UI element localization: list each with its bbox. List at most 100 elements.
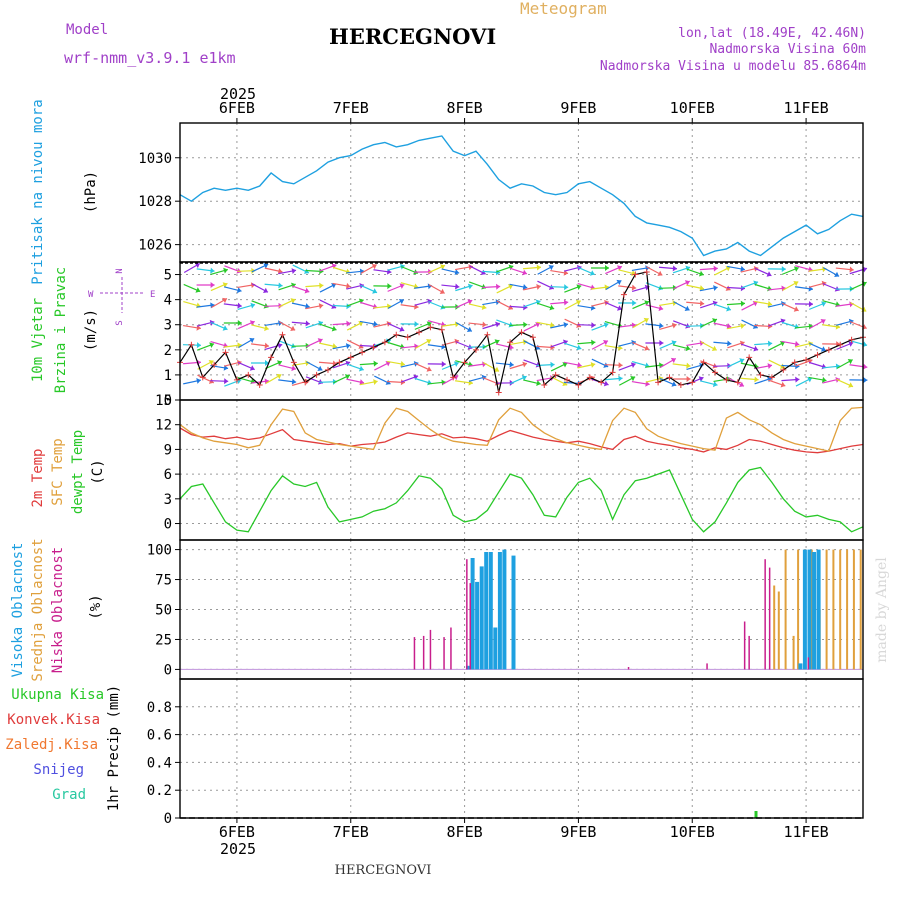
wind-arrow-head — [753, 280, 759, 287]
wind-arrow — [550, 299, 569, 306]
cloud-high-label: Visoka Oblacnost — [10, 543, 26, 678]
wind-speed-marker — [837, 341, 844, 348]
wind-arrow-head — [549, 304, 555, 311]
wind-arrow-head — [713, 265, 718, 272]
wind-arrow — [346, 298, 364, 307]
wind-arrow-head — [795, 376, 800, 383]
wind-arrow — [849, 377, 868, 384]
wind-arrow-head — [345, 343, 351, 349]
wind-arrow-head — [224, 378, 229, 385]
wind-arrow — [741, 319, 758, 329]
wind-speed-marker — [575, 381, 582, 388]
wind-arrow-head — [766, 271, 772, 277]
wind-speed-marker — [188, 341, 195, 348]
cloud-low-bar — [450, 627, 452, 670]
wind-arrow-head — [616, 279, 622, 286]
wind-arrow — [536, 321, 555, 328]
wind-arrow — [482, 283, 501, 290]
wind-arrow — [264, 342, 283, 351]
wind-arrow — [618, 362, 636, 371]
wind-arrow — [713, 303, 732, 312]
wind-arrow — [455, 264, 473, 271]
wind-arrow — [509, 339, 528, 346]
wind-arrow-head — [303, 268, 309, 274]
wind-arrow-head — [780, 318, 786, 325]
wind-arrow-head — [685, 265, 691, 272]
wind-arrow — [591, 265, 609, 271]
wind-arrow-head — [265, 360, 269, 366]
wind-arrow — [754, 340, 773, 347]
wind-arrow — [360, 284, 378, 294]
precip-legend-3: Snijeg — [33, 762, 84, 778]
wind-arrow — [455, 299, 473, 309]
wind-arrow — [305, 282, 324, 289]
wind-arrow-head — [522, 284, 528, 290]
temp-sfc-line — [179, 406, 864, 452]
wind-arrow — [727, 323, 745, 330]
wind-arrow-head — [467, 299, 473, 305]
wind-arrow — [333, 374, 351, 384]
wind-arrow-head — [481, 283, 487, 290]
wind-arrow — [632, 317, 649, 329]
wind-arrow-head — [453, 361, 459, 367]
wind-arrow — [618, 376, 636, 386]
bottom-date-label: 8FEB — [447, 823, 483, 841]
wind-arrow-head — [754, 376, 759, 383]
cloud-high-bar — [802, 549, 807, 670]
y-tick-label: 0.6 — [147, 728, 172, 744]
wind-speed-marker — [495, 389, 502, 396]
cloud-low-bar — [466, 559, 468, 670]
wind-arrow — [509, 304, 528, 311]
wind-speed-marker — [848, 336, 855, 343]
wind-arrow — [373, 283, 392, 290]
wind-arrow-head — [305, 303, 310, 309]
wind-arrow-head — [562, 380, 568, 386]
wind-arrow-head — [209, 342, 215, 349]
wind-arrow — [740, 343, 759, 352]
wind-arrow-head — [291, 282, 296, 289]
wind-arrow — [264, 267, 283, 274]
wind-arrow-head — [643, 317, 649, 324]
wind-arrow — [359, 360, 378, 367]
wind-arrow-head — [237, 302, 242, 309]
wind-arrow — [455, 379, 473, 386]
wind-arrow-head — [222, 297, 227, 304]
wind-arrow-head — [496, 283, 501, 290]
wind-arrow-head — [400, 379, 405, 386]
wind-arrow — [427, 361, 446, 368]
wind-arrow-head — [358, 321, 364, 327]
wind-arrow — [537, 265, 554, 275]
wind-arrow — [605, 279, 622, 291]
wind-arrow-head — [536, 380, 541, 387]
wind-arrow — [659, 340, 677, 350]
year-bottom: 2025 — [220, 840, 256, 858]
wind-arrow — [251, 283, 269, 293]
cloud-mid-bar — [839, 549, 842, 670]
wind-arrow — [278, 321, 296, 331]
wind-arrow-head — [400, 360, 405, 367]
wind-arrow-head — [250, 282, 256, 289]
top-date-label: 6FEB — [219, 99, 255, 117]
wind-arrow — [591, 358, 609, 368]
wind-arrow — [509, 267, 528, 276]
wind-arrow-head — [331, 283, 337, 289]
wind-arrow-head — [562, 339, 568, 346]
wind-arrow — [495, 343, 514, 351]
wind-speed-marker — [791, 359, 798, 366]
wind-arrow — [536, 302, 555, 311]
y-tick-label: 1028 — [138, 194, 172, 210]
compass-w: W — [88, 290, 94, 300]
wind-arrow — [278, 298, 296, 308]
wind-arrow — [768, 318, 786, 327]
wind-arrow-head — [618, 362, 623, 369]
top-date-label: 7FEB — [333, 99, 369, 117]
wind-arrow — [672, 376, 691, 382]
wind-speed-marker — [268, 354, 275, 361]
wind-arrow — [686, 284, 705, 291]
wind-speed-marker — [723, 376, 730, 383]
wind-arrow-head — [712, 381, 718, 388]
wind-arrow — [264, 282, 283, 289]
wind-arrow-head — [305, 320, 310, 327]
